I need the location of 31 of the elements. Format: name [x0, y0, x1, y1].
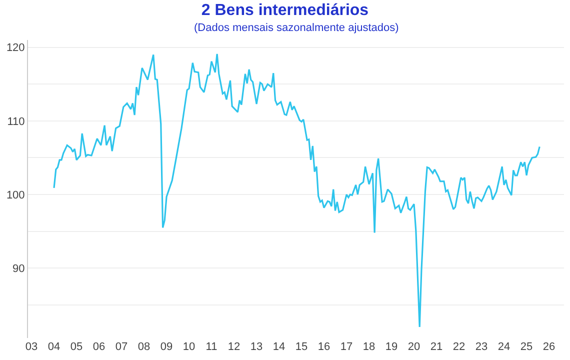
x-tick-label: 20 — [408, 341, 420, 353]
x-tick-label: 19 — [385, 341, 398, 353]
x-tick-label: 23 — [475, 341, 488, 353]
x-tick-label: 08 — [138, 341, 150, 353]
x-tick-label: 16 — [318, 341, 330, 353]
x-tick-label: 12 — [228, 341, 240, 353]
x-tick-label: 05 — [70, 341, 83, 353]
x-tick-label: 17 — [340, 341, 353, 353]
y-tick-label: 90 — [12, 262, 25, 275]
chart-title: 2 Bens intermediários — [201, 2, 369, 19]
line-series — [53, 53, 540, 328]
x-tick-label: 06 — [92, 341, 106, 353]
x-tick-label: 26 — [542, 341, 556, 353]
x-tick-label: 09 — [160, 341, 173, 353]
x-tick-label: 25 — [520, 341, 533, 353]
y-tick-label: 120 — [6, 42, 25, 54]
x-tick-label: 04 — [48, 341, 60, 353]
x-tick-label: 21 — [430, 341, 443, 353]
y-tick-label: 100 — [6, 189, 25, 202]
chart-subtitle: (Dados mensais sazonalmente ajustados) — [194, 22, 399, 34]
x-tick-label: 10 — [182, 341, 196, 353]
y-tick-label: 110 — [7, 116, 25, 128]
x-tick-label: 13 — [250, 341, 263, 353]
x-tick-label: 03 — [25, 341, 38, 353]
x-tick-label: 22 — [452, 341, 466, 353]
x-tick-label: 11 — [206, 341, 218, 353]
x-tick-label: 24 — [498, 341, 510, 353]
x-tick-label: 18 — [362, 341, 376, 353]
x-tick-label: 07 — [115, 341, 128, 353]
x-tick-label: 15 — [295, 341, 308, 353]
x-tick-label: 14 — [272, 341, 286, 353]
